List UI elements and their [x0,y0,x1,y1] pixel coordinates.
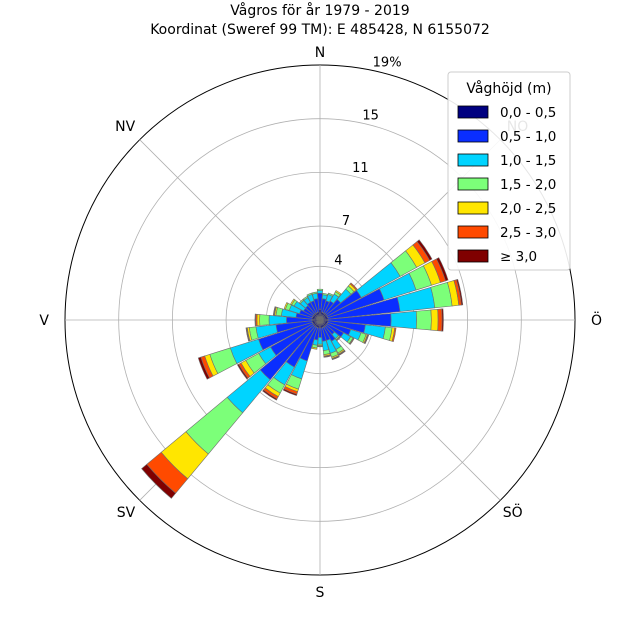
rose-bar-segment [364,334,370,345]
rose-bar-segment [316,288,324,291]
legend-swatch [457,153,489,167]
direction-label: S [316,585,325,601]
grid-spoke [319,319,501,501]
rose-bar-segment [254,313,257,327]
ring-label: 19% [373,56,402,71]
legend-label: 1,0 - 1,5 [500,153,556,169]
rose-bar-segment [268,315,287,325]
legend-title: Våghöjd (m) [466,80,551,97]
legend-label: 0,0 - 0,5 [500,105,556,121]
rose-bar-segment [327,292,334,297]
legend-swatch [457,105,489,119]
rose-bar-segment [262,389,278,401]
rose-bar-segment [256,313,261,327]
rose-bar-segment [317,337,323,345]
ring-label: 4 [334,253,342,268]
legend-swatch [457,129,489,143]
rose-bar-segment [430,308,439,332]
rose-bar-segment [283,302,289,310]
direction-label: SÖ [503,503,523,521]
rose-bar-segment [141,463,177,499]
legend-label: 2,5 - 3,0 [500,225,556,241]
direction-label: N [315,45,325,61]
rose-bar-segment [311,291,318,295]
rose-bar-segment [334,290,342,296]
legend-swatch [457,249,489,263]
chart-subtitle: Koordinat (Sweref 99 TM): E 485428, N 61… [150,22,490,38]
rose-bar-segment [415,309,432,331]
rose-bar-segment [390,310,417,330]
rose-bar-segment [197,356,210,380]
rose-bar-segment [272,306,276,316]
rose-bar-segment [317,345,323,348]
legend-swatch [457,225,489,239]
rose-bar-segment [298,298,305,305]
rose-bar-segment [456,278,464,306]
legend: Våghöjd (m) 0,0 - 0,5 0,5 - 1,0 1,0 - 1,5 1,… [447,71,571,271]
ring-label: 11 [352,161,369,176]
legend-label: ≥ 3,0 [500,249,537,265]
rose-bar-segment [302,296,309,301]
rose-bar-segment [331,355,340,361]
rose-bar-segment [349,282,358,291]
rose-bar-segment [237,363,249,380]
rose-bar-segment [391,327,397,343]
direction-label: SV [117,505,136,521]
rose-bar-segment [323,355,332,358]
sector-bars [141,239,464,499]
ring-label: 15 [362,108,379,123]
rose-bar-segment [349,337,355,345]
rose-bar-segment [282,388,298,396]
legend-swatch [457,177,489,191]
direction-label: Ö [591,311,602,329]
grid-spoke [139,139,321,321]
direction-label: V [39,313,49,329]
direction-label: NV [115,119,135,135]
rose-bar-segment [259,314,270,326]
rose-bar-segment [306,292,313,297]
ring-label: 7 [342,214,350,229]
rose-bar-segment [290,298,296,306]
rose-bar-segment [441,308,444,332]
legend-swatch [457,201,489,215]
legend-label: 1,5 - 2,0 [500,177,556,193]
rose-bar-segment [416,239,433,261]
rose-bar-segment [436,257,449,282]
rose-bar-segment [322,292,328,296]
rose-bar-segment [338,350,346,356]
rose-bar-segment [245,327,250,342]
rose-bar-segment [311,346,318,350]
legend-label: 2,0 - 2,5 [500,201,556,217]
legend-label: 0,5 - 1,0 [500,129,556,145]
rose-bar-segment [316,290,324,294]
legend-frame [447,71,571,271]
rose-bar-segment [336,336,342,342]
chart-title: Vågros för år 1979 - 2019 [230,2,409,19]
rose-bar-segment [437,308,443,332]
